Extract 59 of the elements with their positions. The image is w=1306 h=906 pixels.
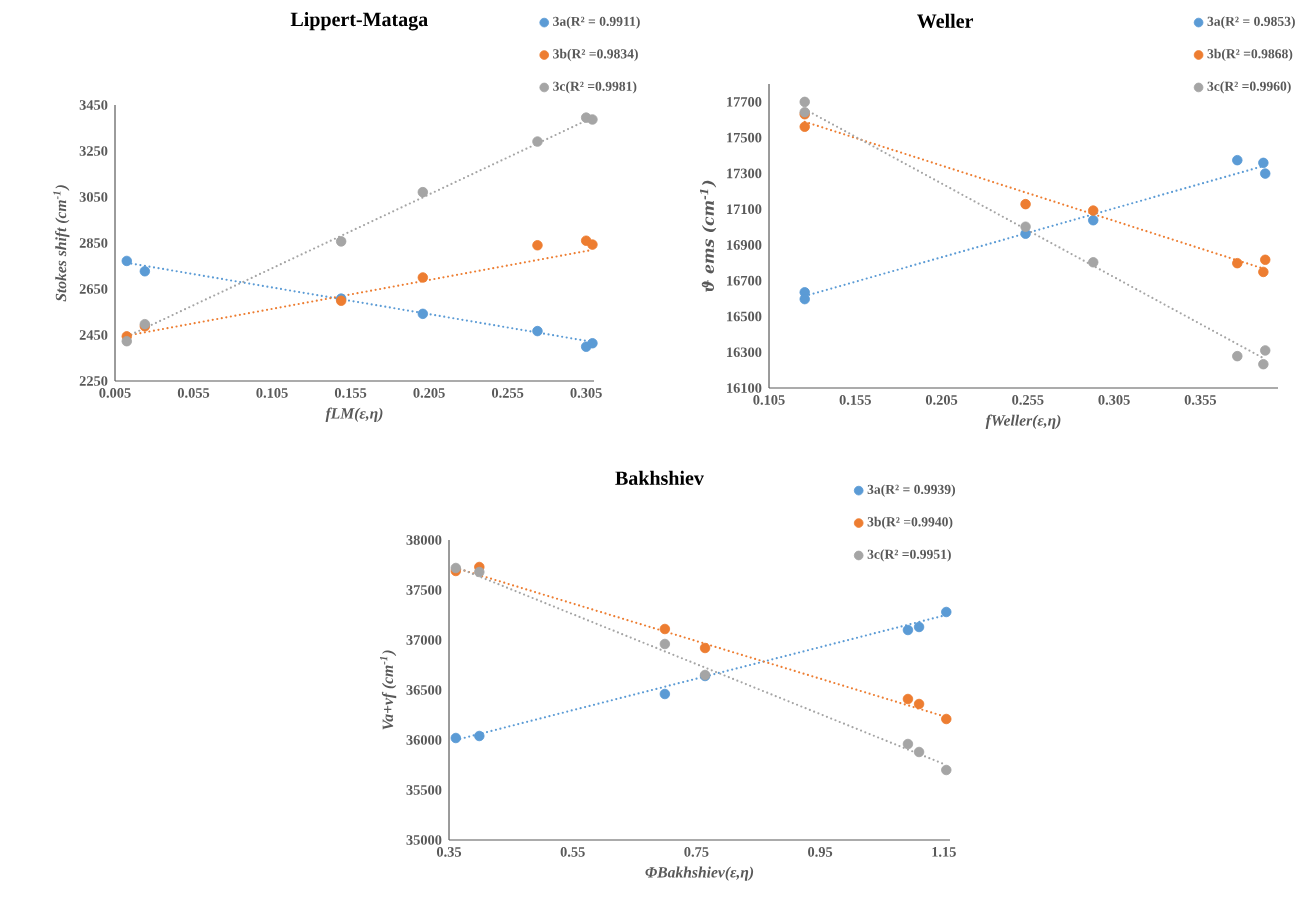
x-tick-label: 0.255 [491,388,524,398]
legend-label: 3a(R² = 0.9853) [1207,16,1295,29]
y-tick-label: 3250 [79,146,108,156]
y-tick-label: 16100 [727,383,762,393]
x-axis-title: fWeller(ε,η) [985,414,1061,429]
y-tick-label: 2850 [79,238,108,248]
y-axis-title: Stokes shift (cm$^{-1}$) [53,185,70,302]
y-tick-label: 37000 [406,635,442,645]
y-axis-title: Va+vf (cm$^{-1}$) [380,650,397,730]
y-tick-label: 17700 [727,97,762,107]
legend-label: 3a(R² = 0.9911) [553,16,640,29]
x-tick-label: 1.15 [932,847,956,857]
y-tick-label: 36500 [406,685,442,695]
x-tick-label: 0.355 [1184,395,1217,405]
x-tick-label: 0.155 [839,395,871,405]
y-tick-label: 16700 [727,275,762,286]
y-axis-title: ϑ ems (cm$^{-1}$) [700,180,717,292]
x-tick-label: 0.105 [753,395,785,405]
x-tick-label: 0.105 [256,388,288,398]
y-tick-label: 2250 [79,376,108,386]
y-tick-label: 16300 [727,347,762,358]
x-tick-label: 0.305 [570,388,602,398]
legend-label: 3b(R² =0.9868) [1207,48,1293,62]
y-tick-label: 37500 [406,585,442,595]
y-tick-label: 36000 [406,735,442,745]
x-axis-title: fLM(ε,η) [325,407,383,422]
y-tick-label: 17500 [727,132,762,143]
y-tick-label: 35000 [406,835,442,845]
chart-title: Bakhshiev [615,470,704,485]
y-tick-label: 35500 [406,785,442,795]
x-tick-label: 0.255 [1012,395,1044,405]
y-tick-label: 2450 [79,330,108,340]
x-tick-label: 0.75 [684,847,709,857]
x-tick-label: 0.55 [560,847,585,857]
y-tick-label: 2650 [79,284,108,294]
legend-label: 3c(R² =0.9981) [553,81,637,94]
y-tick-label: 3450 [79,100,108,110]
y-tick-label: 16500 [727,311,762,322]
legend-label: 3c(R² =0.9951) [867,549,951,562]
x-tick-label: 0.205 [925,395,958,405]
y-tick-label: 17300 [727,168,762,179]
chart-title: Weller [917,13,974,29]
y-tick-label: 16900 [727,240,762,250]
x-tick-label: 0.35 [436,847,462,857]
legend-label: 3c(R² =0.9960) [1207,81,1291,94]
legend-label: 3a(R² = 0.9939) [867,484,956,497]
legend-label: 3b(R² =0.9940) [867,516,953,530]
legend-label: 3b(R² =0.9834) [553,48,638,62]
x-axis-title: ΦBakhshiev(ε,η) [645,866,754,881]
y-tick-label: 17100 [727,204,762,215]
x-tick-label: 0.305 [1098,395,1130,405]
y-tick-label: 3050 [79,192,108,202]
x-tick-label: 0.005 [99,388,131,398]
x-tick-label: 0.205 [413,388,445,398]
chart-title: Lippert-Mataga [290,12,428,31]
y-tick-label: 38000 [406,535,442,545]
x-tick-label: 0.155 [334,388,367,398]
x-tick-label: 0.055 [177,388,210,398]
x-tick-label: 0.95 [808,847,833,857]
